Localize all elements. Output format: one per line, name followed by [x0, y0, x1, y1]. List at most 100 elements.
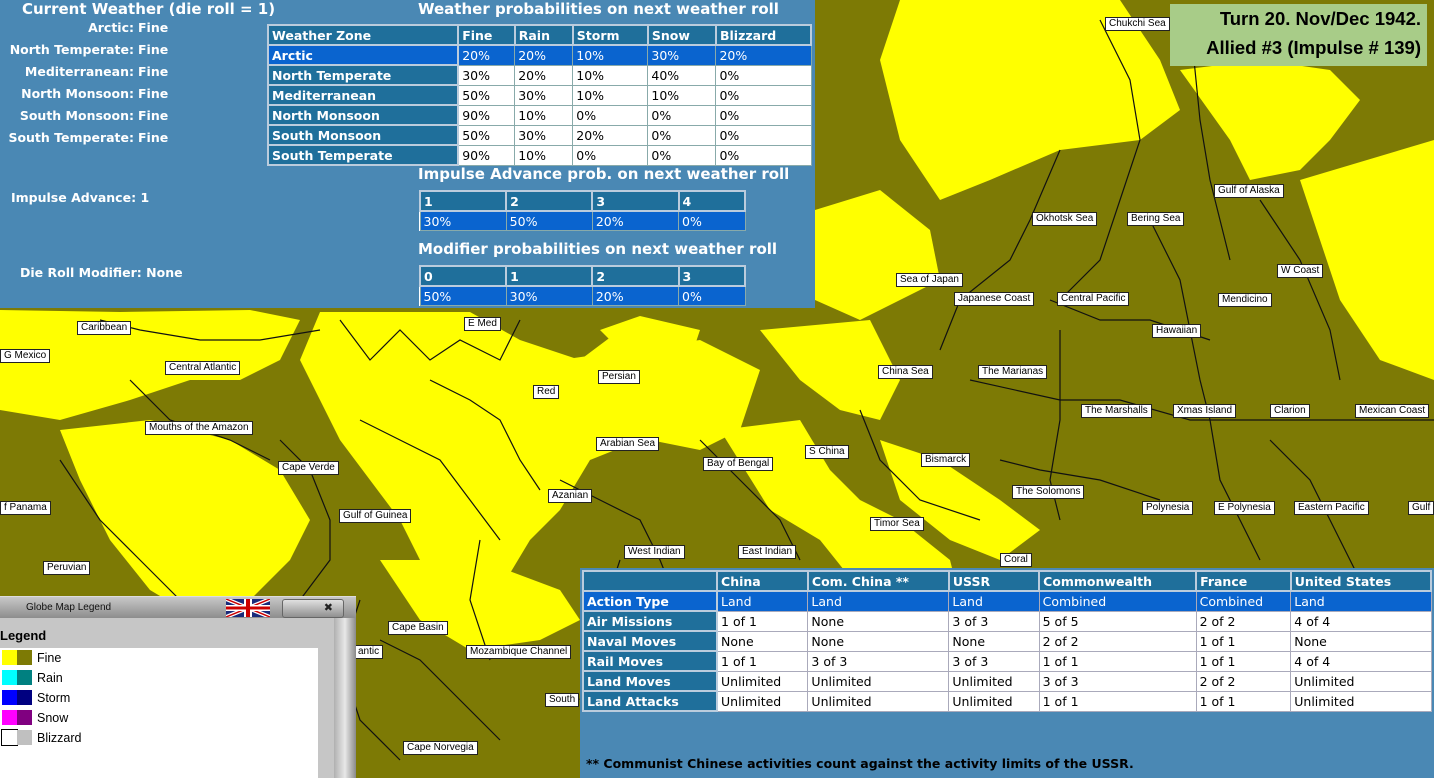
sea-label-xmas-island[interactable]: Xmas Island: [1173, 404, 1237, 418]
action-cell: 3 of 3: [948, 650, 1040, 672]
sea-label-e-med[interactable]: E Med: [464, 317, 501, 331]
sea-label-sea-of-japan[interactable]: Sea of Japan: [896, 273, 963, 287]
legend-item-rain: Rain: [2, 670, 63, 688]
sea-label-mouths-of-the-amazon[interactable]: Mouths of the Amazon: [145, 421, 253, 435]
action-type-cell: Naval Moves: [581, 630, 719, 652]
action-cell: 1 of 1: [1038, 690, 1197, 712]
sea-label-bismarck[interactable]: Bismarck: [921, 453, 971, 467]
legend-body: Legend Fine Rain Storm Snow Blizzard: [0, 618, 334, 778]
action-cell: 3 of 3: [807, 650, 950, 672]
modifier-header-3: 3: [677, 265, 747, 287]
sea-label-peruvian[interactable]: Peruvian: [43, 561, 91, 575]
turn-info-box: Turn 20. Nov/Dec 1942. Allied #3 (Impuls…: [1170, 4, 1427, 66]
prob-row[interactable]: Mediterranean 50% 30% 10% 10% 0%: [266, 84, 812, 106]
sea-label-china-sea[interactable]: China Sea: [878, 365, 933, 379]
legend-item-fine: Fine: [2, 650, 61, 668]
action-cell: Land: [716, 590, 809, 612]
sea-label-japanese-coast[interactable]: Japanese Coast: [954, 292, 1035, 306]
action-cell: 2 of 2: [1038, 630, 1197, 652]
action-cell: Land: [807, 590, 950, 612]
sea-label-red[interactable]: Red: [533, 385, 560, 399]
prob-header-2: Rain: [513, 24, 574, 46]
sea-label-antic[interactable]: antic: [354, 645, 384, 659]
sea-label-the-marianas[interactable]: The Marianas: [978, 365, 1048, 379]
sea-label-south[interactable]: South: [545, 693, 580, 707]
sea-label-cape-basin[interactable]: Cape Basin: [388, 621, 448, 635]
sea-label-west-indian[interactable]: West Indian: [624, 545, 685, 559]
impulse-header-0: 1: [418, 190, 508, 212]
sea-label-bering-sea[interactable]: Bering Sea: [1127, 212, 1185, 226]
action-row[interactable]: Action Type Land Land Land Combined Combined L…: [581, 590, 1432, 612]
sea-label-f-panama[interactable]: f Panama: [0, 501, 51, 515]
sea-label-bay-of-bengal[interactable]: Bay of Bengal: [703, 457, 774, 471]
action-type-cell: Rail Moves: [581, 650, 719, 672]
sea-label-e-polynesia[interactable]: E Polynesia: [1214, 501, 1275, 515]
action-header-4: Commonwealth: [1038, 570, 1198, 592]
action-cell: Unlimited: [807, 690, 950, 712]
prob-row[interactable]: North Temperate 30% 20% 10% 40% 0%: [266, 64, 812, 86]
action-row[interactable]: Land Attacks Unlimited Unlimited Unlimited 1…: [581, 690, 1432, 712]
action-cell: 3 of 3: [948, 610, 1040, 632]
close-icon: ✖: [323, 601, 333, 614]
sea-label-gulf-of-alaska[interactable]: Gulf of Alaska: [1214, 184, 1284, 198]
prob-cell: 20%: [457, 44, 516, 66]
sea-label-polynesia[interactable]: Polynesia: [1142, 501, 1194, 515]
prob-row[interactable]: South Temperate 90% 10% 0% 0% 0%: [266, 144, 812, 166]
sea-label-gulf[interactable]: Gulf: [1408, 501, 1434, 515]
sea-label-gulf-of-guinea[interactable]: Gulf of Guinea: [339, 509, 412, 523]
legend-list: Fine Rain Storm Snow Blizzard: [0, 648, 318, 778]
action-cell: 1 of 1: [716, 650, 809, 672]
sea-label-mendicino[interactable]: Mendicino: [1218, 293, 1272, 307]
sea-label-okhotsk-sea[interactable]: Okhotsk Sea: [1032, 212, 1098, 226]
prob-row[interactable]: Arctic 20% 20% 10% 30% 20%: [266, 44, 812, 66]
sea-label-eastern-pacific[interactable]: Eastern Pacific: [1294, 501, 1369, 515]
sea-label-arabian-sea[interactable]: Arabian Sea: [596, 437, 660, 451]
modifier-cell-2: 20%: [591, 285, 680, 306]
legend-label: Blizzard: [37, 730, 82, 745]
sea-label-azanian[interactable]: Azanian: [548, 489, 593, 503]
sea-label-cape-verde[interactable]: Cape Verde: [278, 461, 339, 475]
zone-south-temperate: South Temperate: Fine: [8, 130, 169, 145]
legend-close-button[interactable]: ✖: [282, 599, 344, 618]
sea-label-hawaiian[interactable]: Hawaiian: [1152, 324, 1202, 338]
sea-label-east-indian[interactable]: East Indian: [738, 545, 797, 559]
communist-chinese-note: ** Communist Chinese activities count ag…: [586, 756, 1134, 771]
sea-label-timor-sea[interactable]: Timor Sea: [870, 517, 924, 531]
action-cell: Unlimited: [807, 670, 950, 692]
action-type-cell: Air Missions: [581, 610, 719, 632]
prob-cell: 30%: [514, 124, 574, 146]
prob-zone-cell: South Monsoon: [266, 124, 460, 146]
prob-zone-cell: Arctic: [266, 44, 460, 66]
sea-label-central-pacific[interactable]: Central Pacific: [1057, 292, 1130, 306]
legend-titlebar[interactable]: Globe Map Legend ✖: [0, 596, 356, 619]
sea-label-the-solomons[interactable]: The Solomons: [1012, 485, 1085, 499]
sea-label-central-atlantic[interactable]: Central Atlantic: [165, 361, 241, 375]
prob-cell: 0%: [715, 84, 812, 106]
action-header-0: [581, 570, 719, 592]
action-row[interactable]: Land Moves Unlimited Unlimited Unlimited 3 o…: [581, 670, 1432, 692]
sea-label-w-coast[interactable]: W Coast: [1277, 264, 1324, 278]
prob-row[interactable]: South Monsoon 50% 30% 20% 0% 0%: [266, 124, 812, 146]
action-cell: Unlimited: [1290, 670, 1432, 692]
sea-label-caribbean[interactable]: Caribbean: [77, 321, 132, 335]
sea-label-the-marshalls[interactable]: The Marshalls: [1081, 404, 1152, 418]
sea-label-chukchi-sea[interactable]: Chukchi Sea: [1105, 17, 1170, 31]
sea-label-s-china[interactable]: S China: [805, 445, 849, 459]
sea-label-clarion[interactable]: Clarion: [1270, 404, 1310, 418]
prob-row[interactable]: North Monsoon 90% 10% 0% 0% 0%: [266, 104, 812, 126]
modifier-prob-title: Modifier probabilities on next weather r…: [418, 240, 778, 258]
sea-label-mozambique-channel[interactable]: Mozambique Channel: [466, 645, 572, 659]
sea-label-coral[interactable]: Coral: [1000, 553, 1032, 567]
sea-label-cape-norvegia[interactable]: Cape Norvegia: [403, 741, 478, 755]
action-cell: Unlimited: [716, 670, 809, 692]
legend-scrollbar[interactable]: [334, 618, 356, 778]
sea-label-persian[interactable]: Persian: [598, 370, 640, 384]
prob-cell: 10%: [572, 44, 649, 66]
sea-label-g-mexico[interactable]: G Mexico: [0, 349, 51, 363]
impulse-cell-3: 0%: [678, 210, 746, 231]
globe-map-legend-window[interactable]: Globe Map Legend ✖ Legend Fine Rain Storm S…: [0, 596, 356, 778]
sea-label-mexican-coast[interactable]: Mexican Coast: [1355, 404, 1430, 418]
